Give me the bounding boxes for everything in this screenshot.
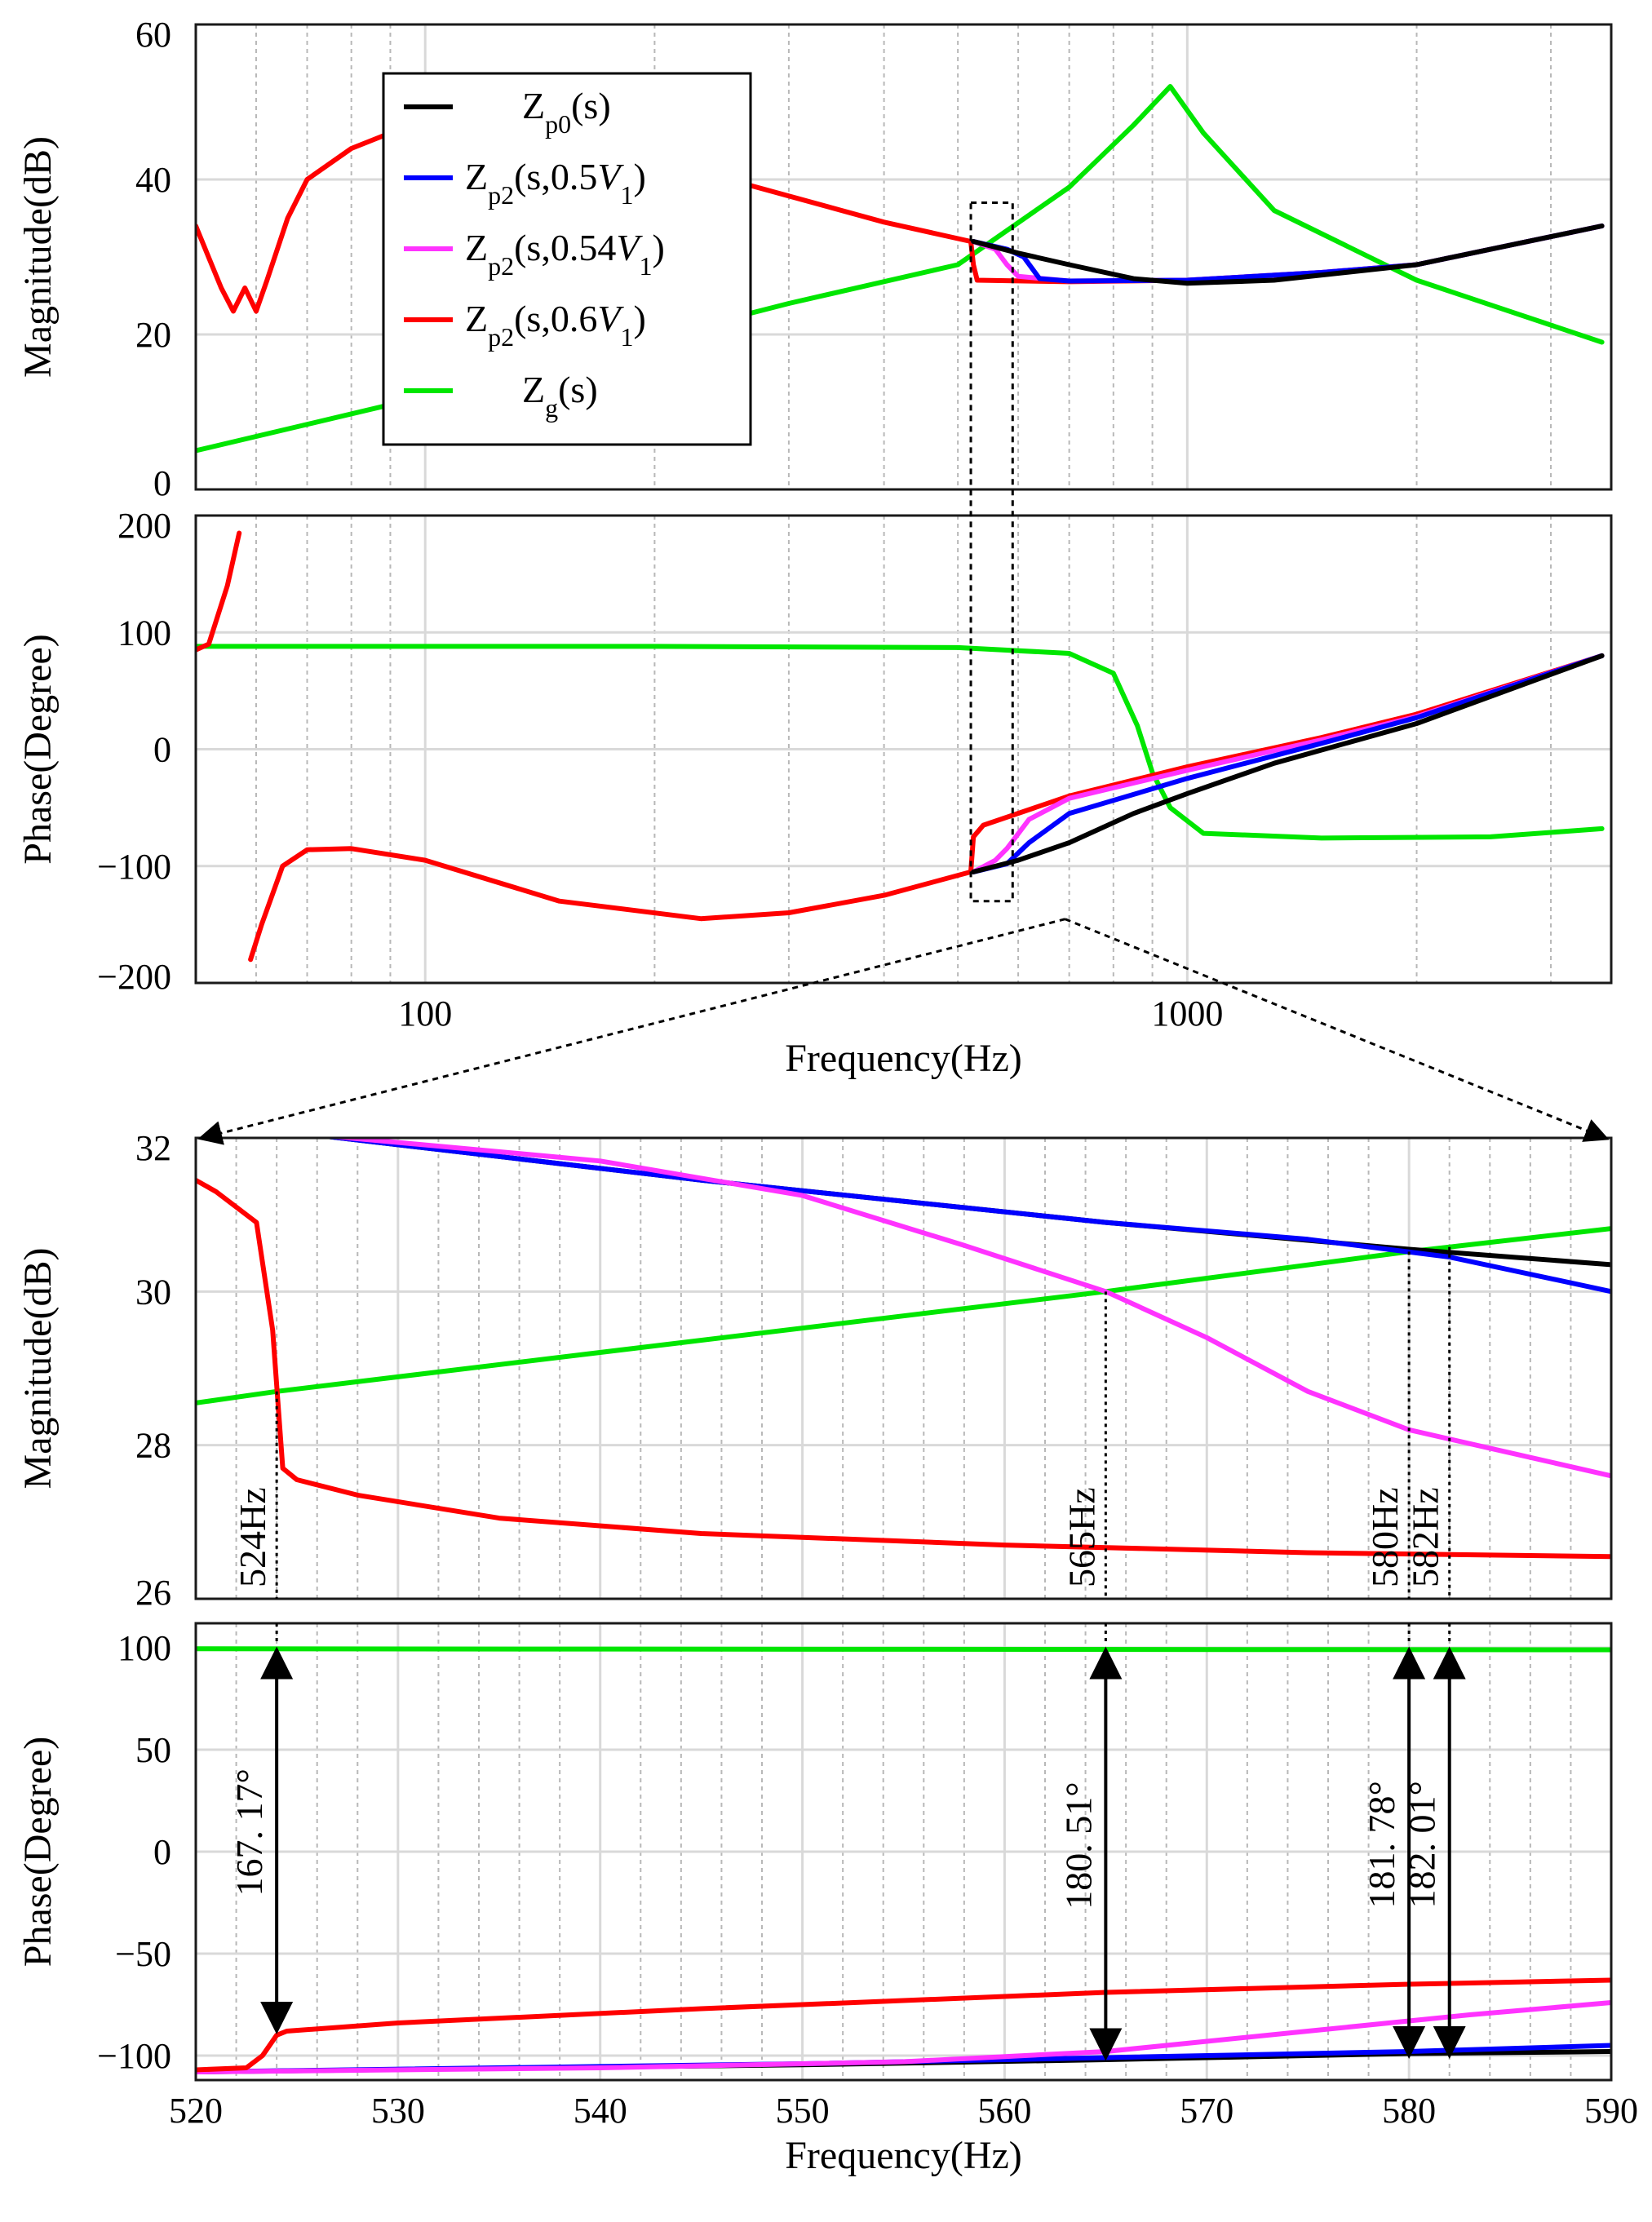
y-tick-label: 26	[135, 1573, 171, 1613]
x-tick-label: 1000	[1151, 994, 1223, 1034]
y-axis-label: Phase(Degree)	[16, 634, 60, 865]
x-tick-label: 580	[1382, 2091, 1436, 2131]
series-line-Zg	[196, 1226, 1611, 1405]
y-tick-label: 0	[153, 1832, 171, 1872]
y-tick-label: 100	[117, 1628, 171, 1668]
x-tick-label: 540	[574, 2091, 627, 2131]
x-tick-label: 530	[371, 2091, 425, 2131]
phase-diff-label: 181. 78°	[1361, 1781, 1402, 1908]
y-tick-label: −50	[115, 1934, 171, 1974]
series-line-Zp2_0.6	[196, 1977, 1611, 2073]
zoom-box	[969, 201, 1014, 903]
legend-label: Zp2(s,0.54V1)	[465, 227, 665, 281]
x-tick-label: 570	[1180, 2091, 1233, 2131]
y-tick-label: 200	[117, 506, 171, 546]
zoom-connector-left	[197, 918, 1066, 1145]
legend-label: Zg(s)	[522, 369, 598, 423]
x-tick-label: 550	[776, 2091, 830, 2131]
y-tick-label: 60	[135, 15, 171, 55]
x-axis-label: Frequency(Hz)	[785, 1037, 1022, 1080]
phase-diff-label: 180. 51°	[1057, 1782, 1099, 1909]
y-tick-label: 30	[135, 1272, 171, 1312]
plot-frame-3	[194, 1136, 1613, 1600]
plot-frame-1	[194, 23, 1613, 491]
phase-diff-label: 182. 01°	[1402, 1781, 1443, 1908]
y-tick-label: 32	[135, 1128, 171, 1168]
freq-annotation: 580Hz	[1364, 1487, 1406, 1587]
x-axis-label: Frequency(Hz)	[785, 2134, 1022, 2177]
y-tick-label: −100	[97, 2036, 171, 2076]
x-tick-label: 100	[398, 994, 452, 1034]
y-axis-label: Magnitude(dB)	[16, 136, 60, 378]
freq-annotation: 524Hz	[232, 1487, 273, 1587]
y-tick-label: −200	[97, 957, 171, 997]
y-tick-label: 40	[135, 160, 171, 200]
plot-frame-2	[194, 514, 1613, 985]
x-tick-label: 560	[977, 2091, 1031, 2131]
y-tick-label: 28	[135, 1426, 171, 1466]
series-line-Zp2_0.54	[196, 2000, 1611, 2074]
legend-label: Zp2(s,0.6V1)	[465, 298, 646, 352]
freq-annotation: 582Hz	[1405, 1487, 1446, 1587]
y-tick-label: 20	[135, 315, 171, 355]
y-axis-label: Phase(Degree)	[16, 1737, 60, 1967]
y-tick-label: 100	[117, 613, 171, 653]
x-tick-label: 590	[1584, 2091, 1638, 2131]
series-line-Zp2_0.6	[248, 653, 1605, 963]
series-line-Zp2_0.54	[321, 1138, 1611, 1479]
series-line-Zp2_0.6	[196, 1177, 1611, 1560]
y-tick-label: 0	[153, 463, 171, 503]
freq-annotation: 565Hz	[1061, 1487, 1102, 1587]
y-tick-label: −100	[97, 847, 171, 887]
legend-box	[382, 72, 752, 446]
series-line-Zp2_0.6_low	[196, 530, 242, 653]
y-axis-label: Magnitude(dB)	[16, 1248, 60, 1489]
series-line-Zp0	[971, 224, 1605, 286]
series-line-Zp0	[971, 653, 1605, 874]
zoom-connector-right	[1065, 918, 1610, 1142]
x-tick-label: 520	[169, 2091, 223, 2131]
series-line-Zp2_0.5	[318, 1138, 1611, 1295]
series-line-Zp2_0.5	[971, 224, 1605, 284]
plot-frame-4	[194, 1622, 1613, 2082]
y-tick-label: 50	[135, 1730, 171, 1770]
legend-label: Zp2(s,0.5V1)	[465, 156, 646, 210]
legend-label: Zp0(s)	[522, 85, 611, 139]
series-line-Zg	[196, 644, 1605, 841]
y-tick-label: 0	[153, 730, 171, 770]
phase-diff-label: 167. 17°	[228, 1768, 270, 1896]
